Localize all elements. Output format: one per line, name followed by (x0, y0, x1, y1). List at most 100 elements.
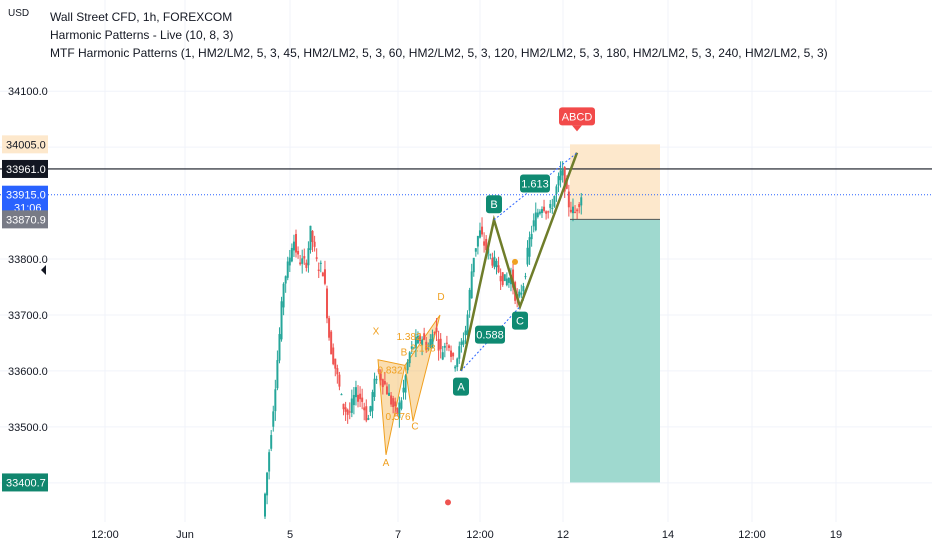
candle-body (540, 209, 543, 214)
grid (0, 0, 932, 522)
candle-body (497, 265, 500, 273)
current-price-tag: 33915.0 (6, 190, 46, 202)
candle-body (466, 314, 469, 336)
candle-body (326, 288, 329, 319)
candle-body (524, 276, 527, 278)
candle-body (499, 275, 502, 282)
point-c-label[interactable]: C (512, 311, 528, 330)
ratio-ab-label-bg (475, 325, 505, 344)
candle-body (512, 269, 515, 288)
price-tick-label: 33500.0 (8, 422, 48, 434)
abcd-label[interactable]: ABCD (559, 107, 595, 126)
candle-body (551, 208, 554, 210)
abcd-pattern (445, 152, 579, 506)
candle-body (305, 262, 308, 268)
time-tick-label: Jun (176, 529, 194, 541)
candle-body (379, 373, 382, 381)
ratio-bc-label[interactable]: 1.613 (520, 174, 550, 193)
time-tick-label: 12:00 (91, 529, 119, 541)
candle-body (425, 341, 428, 350)
candle-body (342, 403, 345, 410)
candle-body (441, 352, 444, 360)
candle-body (567, 191, 570, 208)
candle-body (363, 407, 366, 411)
candle-body (439, 338, 442, 350)
point-a-label-text: A (457, 382, 465, 394)
candle-body (330, 331, 333, 355)
candle-body (547, 211, 550, 213)
candle-body (474, 248, 477, 252)
candle-body (476, 235, 479, 247)
ratio-bc-label-bg (520, 174, 550, 193)
candle-body (381, 379, 384, 388)
abcd-label-bg (559, 107, 595, 126)
candle-body (416, 335, 419, 344)
candle-body (357, 394, 360, 402)
candle-body (286, 261, 289, 278)
candle-body (282, 283, 285, 308)
candle-body (323, 269, 326, 284)
candle-body (485, 238, 488, 251)
ratio-small-4: 0.576 (385, 412, 410, 423)
candle-body (555, 186, 558, 194)
candle-body (501, 272, 504, 285)
time-tick-label: 12 (557, 529, 569, 541)
candle-body (445, 342, 448, 344)
target-zone (570, 144, 660, 220)
abcd-zigzag (459, 152, 579, 372)
candle-body (427, 348, 430, 350)
pattern-dot (512, 258, 518, 265)
candle-body (450, 350, 453, 357)
candle-body (534, 212, 537, 231)
point-b-label[interactable]: B (486, 195, 502, 214)
small-c-label: C (411, 422, 418, 433)
candle-body (311, 230, 314, 242)
ratio-small-1: 0.832 (377, 366, 402, 377)
point-b-label-bg (486, 195, 502, 214)
candle-body (313, 241, 316, 247)
point-c-label-bg (512, 311, 528, 330)
candle-body (520, 292, 523, 295)
ratio-ab-label-text: 0.588 (476, 330, 504, 342)
candle-body (340, 394, 343, 396)
small-b-label: B (401, 347, 408, 358)
time-axis[interactable]: 12:00 Jun 5 7 12:00 12 14 12:00 19 (91, 529, 842, 541)
candle-body (571, 206, 574, 214)
candle-body (404, 375, 407, 393)
candle-body (272, 411, 275, 427)
candle-body (414, 336, 417, 348)
candle-body (383, 381, 386, 385)
candle-body (338, 374, 341, 387)
indicator-mtf-harmonic[interactable]: MTF Harmonic Patterns (1, HM2/LM2, 5, 3,… (50, 46, 828, 60)
small-a-label: A (383, 458, 390, 469)
indicator-harmonic-live[interactable]: Harmonic Patterns - Live (10, 8, 3) (50, 28, 234, 42)
price-tick-label: 33800.0 (8, 254, 48, 266)
candle-body (280, 301, 283, 340)
candle-body (375, 379, 378, 381)
candle-body (431, 334, 434, 349)
candle-body (398, 402, 401, 419)
candle-body (421, 339, 424, 346)
candle-body (406, 362, 409, 371)
entry-price-tag: 33870.9 (6, 214, 46, 226)
candle-body (532, 220, 535, 227)
abcd-label-text: ABCD (562, 111, 593, 123)
candle-body (429, 339, 432, 348)
candle-body (266, 472, 269, 496)
symbol-title[interactable]: Wall Street CFD, 1h, FOREXCOM (50, 10, 233, 24)
candle-body (433, 332, 436, 334)
point-a-label[interactable]: A (453, 377, 469, 396)
candle-body (315, 257, 318, 259)
candle-body (392, 398, 395, 407)
candle-body (412, 347, 415, 349)
price-axis[interactable]: 33400.033500.033600.033700.033800.034100… (2, 86, 48, 492)
candle-body (503, 274, 506, 281)
candle-body (292, 241, 295, 251)
candle-body (371, 392, 374, 411)
ratio-ab-label[interactable]: 0.588 (475, 325, 505, 344)
small-x-label: X (373, 327, 380, 338)
point-b-label-text: B (490, 199, 497, 211)
candle-body (346, 409, 349, 415)
candle-body (299, 262, 302, 265)
